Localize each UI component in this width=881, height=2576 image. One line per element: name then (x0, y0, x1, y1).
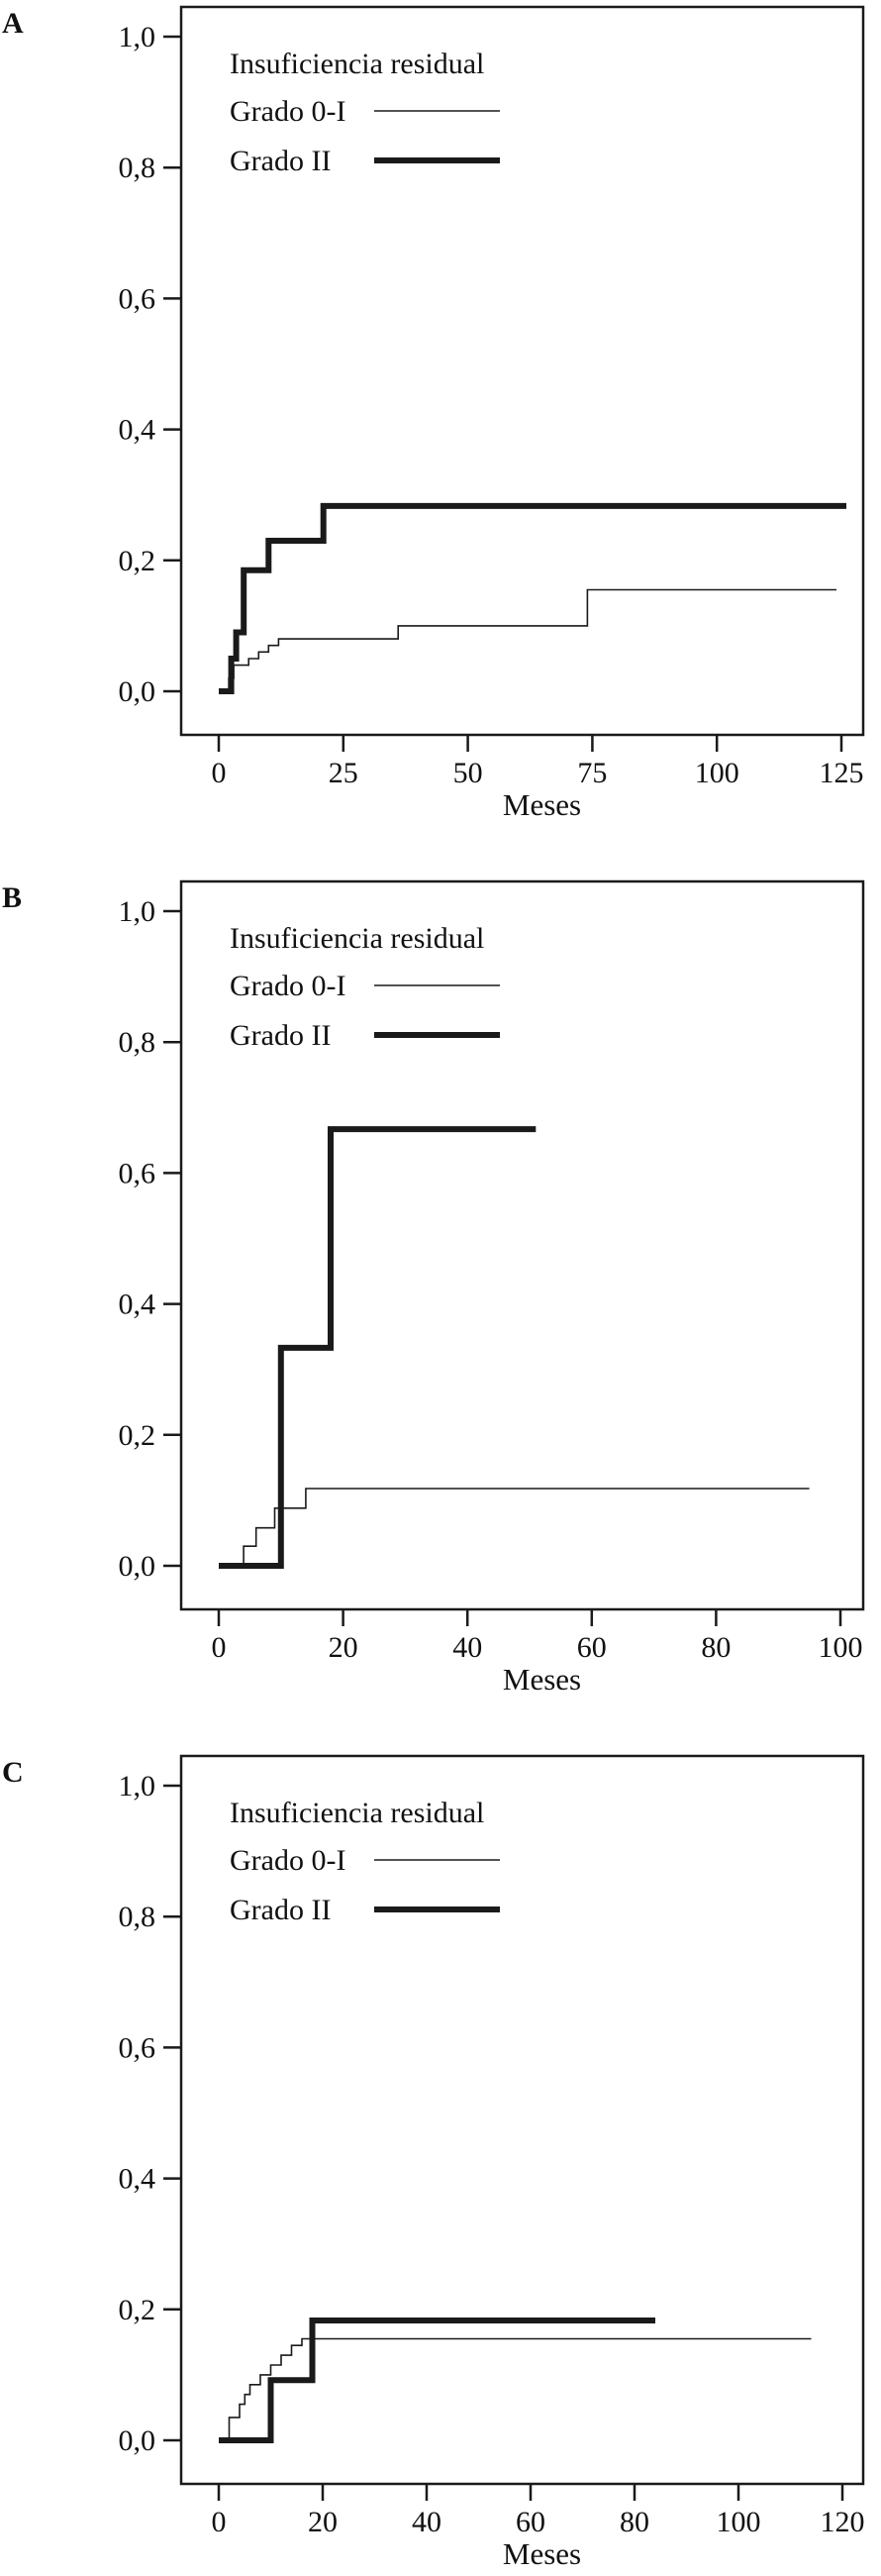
y-tick-label: 0,2 (119, 545, 156, 577)
y-tick-label: 0,4 (119, 2163, 156, 2196)
x-tick-label: 0 (212, 2506, 227, 2538)
x-tick-label: 75 (577, 757, 607, 789)
x-axis-title: Meses (503, 1662, 581, 1697)
x-axis-title: Meses (503, 787, 581, 822)
y-tick-label: 0,4 (119, 414, 156, 447)
x-tick-label: 80 (620, 2506, 649, 2538)
x-tick-label: 50 (453, 757, 483, 789)
x-axis-title: Meses (503, 2536, 581, 2571)
y-tick-label: 0,6 (119, 282, 156, 315)
x-tick-label: 20 (329, 1631, 358, 1664)
x-tick-label: 80 (701, 1631, 731, 1664)
legend-title: Insuficiencia residual (230, 922, 484, 955)
legend-entry-label: Grado II (230, 1894, 331, 1926)
y-tick-label: 0,6 (119, 2031, 156, 2064)
y-tick-label: 0,0 (119, 2424, 156, 2457)
legend-entry-label: Grado 0-I (230, 970, 345, 1002)
y-tick-label: 0,0 (119, 675, 156, 708)
panel-a: A 0,0 0,2 0,4 0,6 0,8 1,0 0 25 50 75 100 125 Meses Ins… (2, 5, 865, 822)
plot-frame (179, 879, 865, 1611)
y-tick-label: 0,2 (119, 1419, 156, 1452)
y-tick-label: 1,0 (119, 1770, 156, 1803)
y-tick-label: 0,0 (119, 1550, 156, 1583)
y-tick-label: 0,4 (119, 1288, 156, 1321)
series-line-grado-0-i (219, 2337, 812, 2441)
x-tick-label: 40 (412, 2506, 441, 2538)
y-tick-label: 0,8 (119, 1901, 156, 1933)
y-tick-label: 0,6 (119, 1157, 156, 1189)
x-tick-label: 0 (212, 757, 227, 789)
x-tick-label: 100 (695, 757, 739, 789)
legend-entry-label: Grado 0-I (230, 95, 345, 128)
x-tick-label: 125 (820, 757, 864, 789)
legend-entry-label: Grado II (230, 1019, 331, 1052)
plot-frame (179, 1754, 865, 2486)
x-tick-label: 25 (329, 757, 358, 789)
panel-label: A (2, 7, 24, 40)
x-tick-label: 60 (577, 1631, 607, 1664)
panel-c: C 0,0 0,2 0,4 0,6 0,8 1,0 0 20 40 60 80 100 120 Meses I… (2, 1754, 865, 2571)
panel-label: B (2, 881, 22, 914)
x-tick-label: 100 (717, 2506, 761, 2538)
legend-title: Insuficiencia residual (230, 48, 484, 80)
x-tick-label: 40 (452, 1631, 482, 1664)
panel-b: B 0,0 0,2 0,4 0,6 0,8 1,0 0 20 40 60 80 100 Meses Insu… (2, 879, 865, 1697)
x-tick-label: 20 (308, 2506, 338, 2538)
y-tick-label: 1,0 (119, 21, 156, 53)
plot-frame (179, 5, 865, 737)
series-line-grado-ii (219, 502, 846, 694)
y-tick-label: 1,0 (119, 895, 156, 928)
panel-label: C (2, 1756, 24, 1789)
y-tick-label: 0,8 (119, 1026, 156, 1059)
x-tick-label: 100 (819, 1631, 863, 1664)
series-line-grado-0-i (219, 1488, 810, 1567)
y-tick-label: 0,8 (119, 152, 156, 184)
x-tick-label: 120 (821, 2506, 865, 2538)
x-tick-label: 60 (516, 2506, 545, 2538)
x-tick-label: 0 (212, 1631, 227, 1664)
series-line-grado-ii (219, 2318, 655, 2443)
y-tick-label: 0,2 (119, 2294, 156, 2326)
series-line-grado-0-i (219, 588, 836, 692)
legend-entry-label: Grado 0-I (230, 1844, 345, 1877)
legend-title: Insuficiencia residual (230, 1797, 484, 1829)
series-line-grado-ii (219, 1126, 537, 1569)
legend-entry-label: Grado II (230, 145, 331, 177)
